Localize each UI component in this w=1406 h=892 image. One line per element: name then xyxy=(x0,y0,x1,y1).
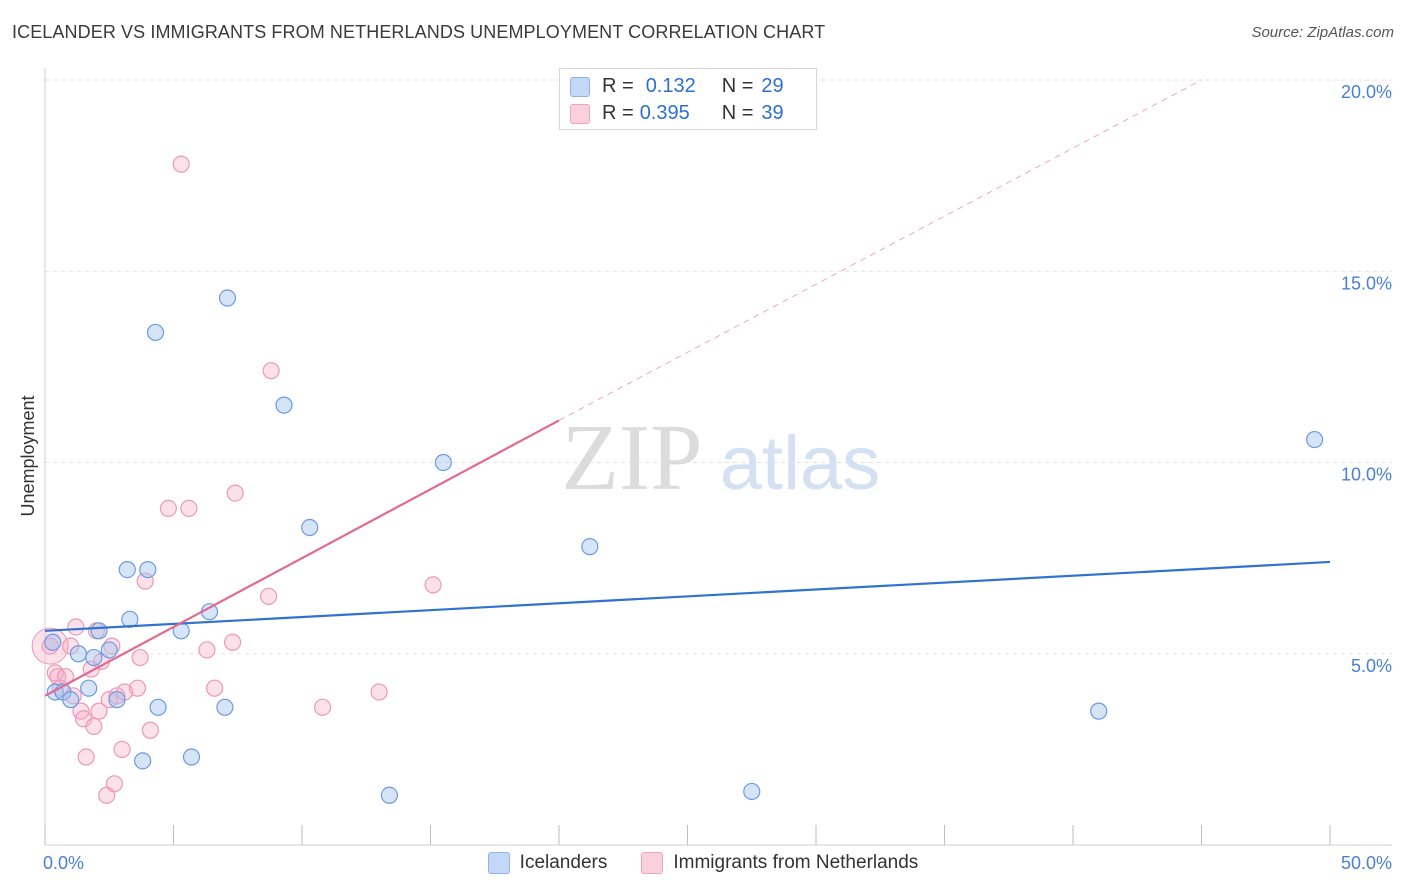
data-point-immigrants xyxy=(259,587,278,605)
data-point-icelanders xyxy=(182,748,201,766)
r-value-icelanders: 0.132 xyxy=(645,75,696,97)
data-point-icelanders xyxy=(62,691,80,709)
data-point-immigrants xyxy=(172,155,190,173)
legend-item-icelanders: Icelanders xyxy=(487,852,608,874)
data-point-immigrants xyxy=(262,362,280,380)
y-axis-label: Unemployment xyxy=(18,395,38,516)
n-value-immigrants: 39 xyxy=(761,102,784,124)
y-tick-label: 15.0% xyxy=(1341,273,1392,293)
legend-item-immigrants: Immigrants from Netherlands xyxy=(641,852,918,874)
data-point-icelanders xyxy=(134,752,152,770)
data-point-immigrants xyxy=(180,499,198,517)
data-point-icelanders xyxy=(69,645,88,663)
data-point-icelanders xyxy=(434,453,452,472)
stats-row-icelanders: R = 0.132 N = 29 xyxy=(570,75,784,98)
data-point-icelanders xyxy=(80,679,98,697)
series-immigrants-points xyxy=(31,155,442,804)
data-point-icelanders xyxy=(380,786,398,804)
data-point-immigrants xyxy=(85,717,103,736)
y-tick-label: 10.0% xyxy=(1341,465,1392,485)
n-label: N = xyxy=(721,102,754,124)
data-point-icelanders xyxy=(1090,702,1108,720)
data-point-immigrants xyxy=(226,484,244,502)
data-point-icelanders xyxy=(743,782,761,801)
data-point-immigrants xyxy=(159,499,177,517)
r-value-immigrants: 0.395 xyxy=(639,102,690,124)
data-point-icelanders xyxy=(218,289,237,307)
n-label: N = xyxy=(721,75,754,97)
r-label: R = xyxy=(602,75,634,97)
data-point-icelanders xyxy=(581,538,599,556)
watermark-zip: ZIP xyxy=(562,406,703,510)
trend-line-icelanders xyxy=(44,560,1331,632)
data-point-icelanders xyxy=(275,396,293,414)
data-point-icelanders xyxy=(216,698,234,716)
data-point-icelanders xyxy=(146,323,165,342)
legend-swatch-blue xyxy=(487,852,510,874)
data-point-immigrants xyxy=(131,648,149,667)
data-point-immigrants xyxy=(206,679,224,697)
x-tick-label-min: 0.0% xyxy=(43,853,84,873)
legend-swatch-pink xyxy=(641,852,664,874)
data-point-immigrants xyxy=(105,775,123,793)
data-point-icelanders xyxy=(1305,430,1324,449)
y-tick-label: 20.0% xyxy=(1341,82,1392,102)
blue-swatch xyxy=(570,76,590,97)
trend-line-immigrants-extension xyxy=(558,79,1202,421)
data-point-icelanders xyxy=(100,641,118,659)
data-point-immigrants xyxy=(77,748,95,766)
data-point-icelanders xyxy=(44,633,62,651)
source-label: Source: ZipAtlas.com xyxy=(1251,24,1394,41)
data-point-immigrants xyxy=(141,721,159,739)
data-point-immigrants xyxy=(198,641,216,659)
data-point-icelanders xyxy=(118,560,136,579)
data-point-immigrants xyxy=(128,679,147,697)
data-point-icelanders xyxy=(108,691,126,709)
data-point-immigrants xyxy=(224,633,242,651)
data-point-icelanders xyxy=(85,648,103,667)
trend-line-immigrants xyxy=(44,419,560,697)
data-point-immigrants xyxy=(424,576,442,594)
data-point-icelanders xyxy=(301,518,319,537)
data-point-immigrants xyxy=(370,683,388,701)
data-point-icelanders xyxy=(139,560,157,579)
watermark-atlas: atlas xyxy=(720,421,881,506)
data-point-icelanders xyxy=(90,622,108,640)
r-label: R = xyxy=(602,102,634,124)
series-icelanders-points xyxy=(44,289,1324,804)
axes xyxy=(44,68,1392,846)
legend-label-immigrants: Immigrants from Netherlands xyxy=(673,852,919,873)
pink-swatch xyxy=(570,103,590,124)
chart-title: ICELANDER VS IMMIGRANTS FROM NETHERLANDS… xyxy=(12,22,826,42)
data-point-icelanders xyxy=(149,698,167,716)
data-point-immigrants xyxy=(113,740,131,758)
y-tick-label: 5.0% xyxy=(1351,656,1392,676)
x-tick-label-max: 50.0% xyxy=(1341,853,1392,873)
legend-label-icelanders: Icelanders xyxy=(519,852,608,873)
data-point-immigrants xyxy=(108,687,126,705)
data-point-immigrants xyxy=(90,702,108,720)
bottom-legend: Icelanders Immigrants from Netherlands xyxy=(0,852,1406,874)
data-point-immigrants xyxy=(67,618,85,636)
axis-labels: 5.0% 10.0% 15.0% 20.0% 0.0% 50.0% xyxy=(43,82,1392,873)
data-point-immigrants xyxy=(313,698,332,716)
stats-legend: R = 0.132 N = 29 R = 0.395 N = 39 xyxy=(559,68,817,130)
stats-row-immigrants: R = 0.395 N = 39 xyxy=(570,102,784,125)
n-value-icelanders: 29 xyxy=(761,75,784,97)
grid-lines xyxy=(45,79,1392,655)
trend-lines xyxy=(44,79,1331,697)
